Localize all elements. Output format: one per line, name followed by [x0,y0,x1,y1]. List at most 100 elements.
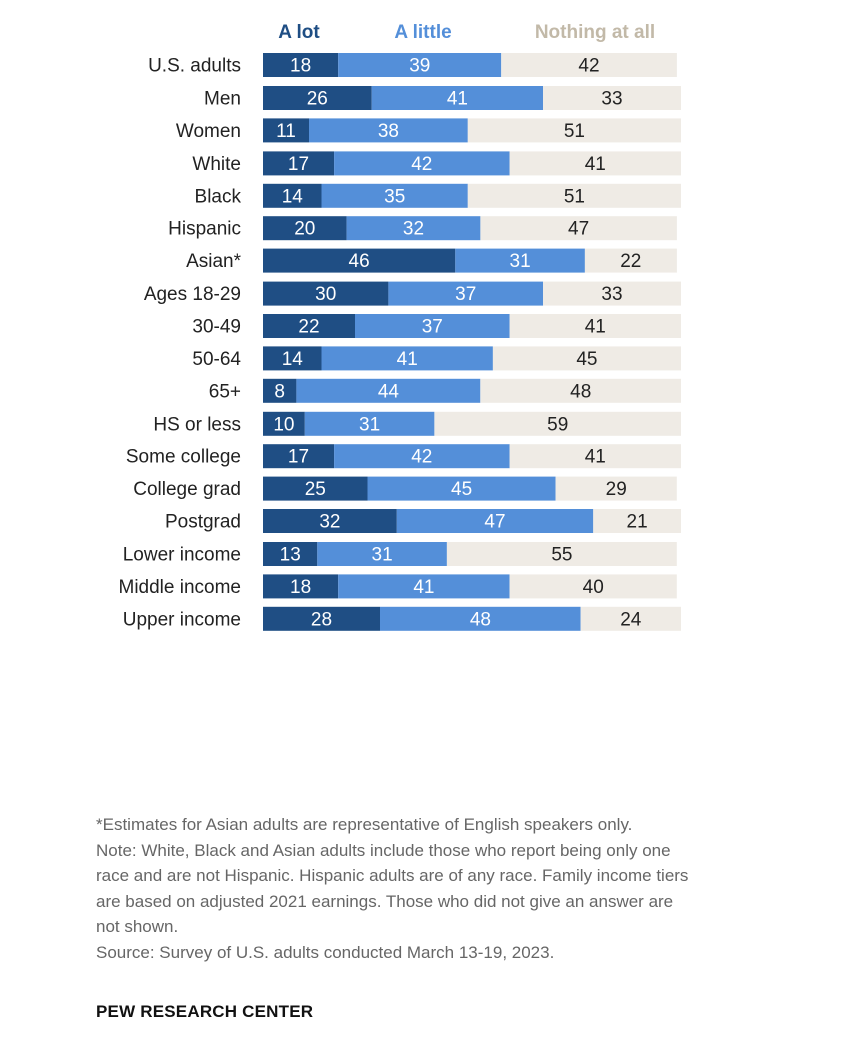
value-middle-income-a-little: 41 [413,577,434,598]
bar-women-a-lot [263,118,309,143]
value-asian-nothing-at-all: 22 [620,251,641,272]
chart-svg: A lot A little Nothing at all U.S. adults 18… [119,22,681,631]
bar-upper-income-nothing-at-all [580,606,681,631]
bar-postgrad-a-little [396,509,594,533]
value-black-a-little: 35 [384,186,405,207]
bar-postgrad-a-lot [263,509,397,533]
value-postgrad-a-little: 47 [484,512,505,533]
value-lower-income-a-little: 31 [372,545,393,566]
value-50-64-a-lot: 14 [282,349,304,370]
value-hs-or-less-nothing-at-all: 59 [547,414,568,435]
value-college-grad-a-little: 45 [451,479,472,500]
row-label-ages-18-29: Ages 18-29 [144,284,241,305]
bar-black-a-lot [263,183,322,208]
legend-a-little: A little [394,22,451,43]
bar-asian-nothing-at-all [584,248,677,273]
bar-white-a-little [334,151,510,176]
bar-ages-18-29-a-lot [263,281,389,306]
source-note: Source: Survey of U.S. adults conducted … [96,942,555,962]
value-ages-18-29-nothing-at-all: 33 [601,284,622,305]
value-hs-or-less-a-lot: 10 [273,414,294,435]
bar-30-49-a-little [355,314,510,338]
value-50-64-nothing-at-all: 45 [576,349,597,370]
value-u-s-adults-a-lot: 18 [290,56,311,77]
bar-some-college-a-lot [263,444,335,469]
value-30-49-a-lot: 22 [298,317,319,338]
bar-asian-a-lot [263,248,456,273]
value-some-college-a-lot: 17 [288,447,309,468]
row-label-u-s-adults: U.S. adults [148,56,241,77]
value-upper-income-a-lot: 28 [311,609,332,630]
row-label-college-grad: College grad [133,479,241,500]
value-women-nothing-at-all: 51 [564,121,585,142]
value-hispanic-a-little: 32 [403,219,424,240]
value-ages-18-29-a-little: 37 [455,284,476,305]
row-label-30-49: 30-49 [192,317,241,338]
row-label-some-college: Some college [126,447,241,468]
value-50-64-a-little: 41 [397,349,418,370]
value-men-a-lot: 26 [307,89,328,110]
value-lower-income-a-lot: 13 [280,545,301,566]
value-u-s-adults-a-little: 39 [409,56,430,77]
value-hs-or-less-a-little: 31 [359,414,380,435]
value-lower-income-nothing-at-all: 55 [551,545,572,566]
bar-white-nothing-at-all [509,151,681,176]
bar-50-64-a-lot [263,346,322,371]
row-label-middle-income: Middle income [119,577,242,598]
bar-hs-or-less-nothing-at-all [434,411,681,436]
value-upper-income-a-little: 48 [470,609,491,630]
value-men-nothing-at-all: 33 [601,89,622,110]
value-women-a-lot: 11 [276,121,296,142]
bar-30-49-a-lot [263,314,355,338]
value-some-college-nothing-at-all: 41 [585,447,606,468]
bar-lower-income-a-little [317,542,447,566]
bar-hispanic-nothing-at-all [480,216,677,241]
value-some-college-a-little: 42 [411,447,432,468]
value-white-a-little: 42 [411,154,432,175]
value-ages-18-29-a-lot: 30 [315,284,336,305]
value-middle-income-a-lot: 18 [290,577,311,598]
row-label-hs-or-less: HS or less [153,414,241,435]
value-black-a-lot: 14 [282,186,304,207]
value-postgrad-nothing-at-all: 21 [627,512,648,533]
bar-men-nothing-at-all [543,86,681,110]
value-65-nothing-at-all: 48 [570,381,591,402]
value-upper-income-nothing-at-all: 24 [620,609,642,630]
bar-upper-income-a-lot [263,606,380,631]
row-label-65: 65+ [209,381,241,402]
bar-college-grad-a-little [367,476,556,501]
value-women-a-little: 38 [378,121,399,142]
value-65-a-lot: 8 [274,381,285,402]
row-label-men: Men [204,89,241,110]
bar-50-64-a-little [321,346,493,371]
row-label-postgrad: Postgrad [165,512,241,533]
value-white-nothing-at-all: 41 [585,154,606,175]
bar-upper-income-a-little [380,606,581,631]
value-college-grad-nothing-at-all: 29 [606,479,627,500]
bar-women-a-little [309,118,468,143]
bar-black-nothing-at-all [467,183,681,208]
bar-u-s-adults-a-lot [263,53,339,77]
bar-men-a-little [371,86,544,110]
bar-black-a-little [321,183,468,208]
bar-30-49-nothing-at-all [509,314,681,338]
bar-middle-income-a-lot [263,574,339,599]
methodology-note: Note: White, Black and Asian adults incl… [96,840,689,937]
value-65-a-little: 44 [378,381,400,402]
bar-65-a-little [296,378,481,403]
bar-hs-or-less-a-lot [263,411,305,436]
bar-some-college-a-little [334,444,510,469]
bar-65-nothing-at-all [480,378,681,403]
value-men-a-little: 41 [447,89,468,110]
value-u-s-adults-nothing-at-all: 42 [578,56,599,77]
bar-white-a-lot [263,151,335,176]
stacked-bar-chart: A lot A little Nothing at all U.S. adults 18… [119,22,681,631]
value-middle-income-nothing-at-all: 40 [583,577,604,598]
value-hispanic-nothing-at-all: 47 [568,219,589,240]
value-30-49-nothing-at-all: 41 [585,317,606,338]
value-white-a-lot: 17 [288,154,309,175]
bar-hispanic-a-lot [263,216,347,241]
value-hispanic-a-lot: 20 [294,219,315,240]
bar-some-college-nothing-at-all [509,444,681,469]
bar-middle-income-a-little [338,574,510,599]
